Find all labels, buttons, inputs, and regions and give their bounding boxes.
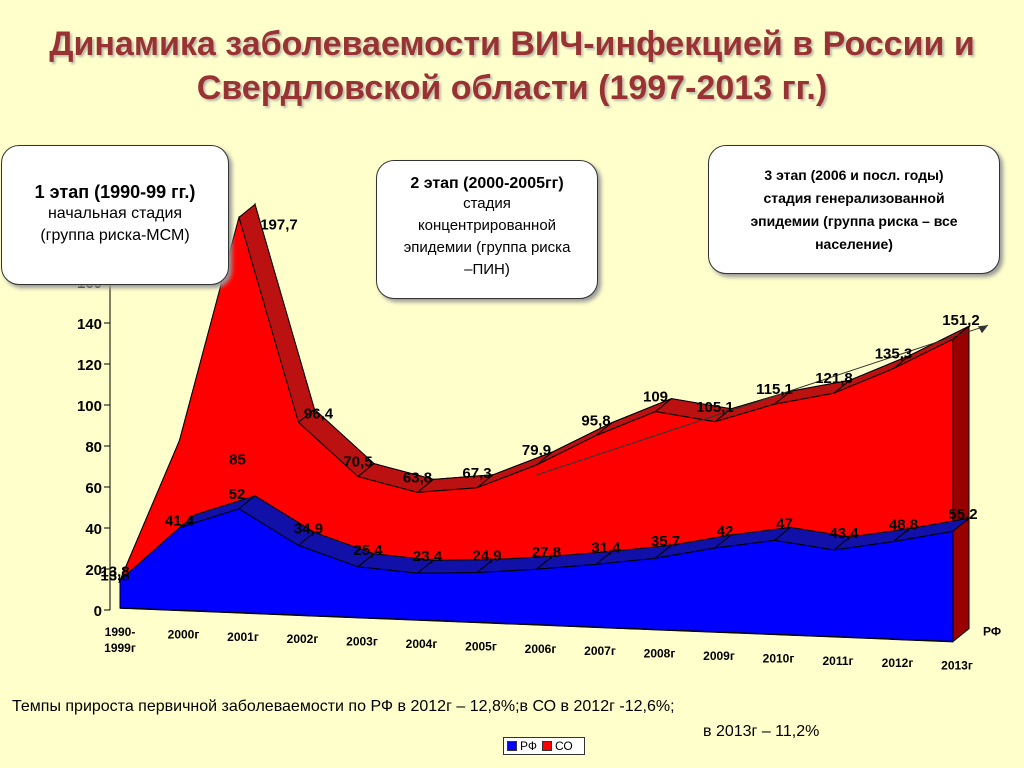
stage2-line1: стадия bbox=[463, 195, 511, 212]
data-label-rf: 55,2 bbox=[948, 506, 977, 523]
depth-axis-label: РФ bbox=[983, 625, 1001, 639]
y-tick-label: 80 bbox=[85, 439, 102, 456]
x-tick-label: 2000г bbox=[168, 627, 200, 641]
y-tick-label: 120 bbox=[77, 357, 102, 374]
legend-label-rf: РФ bbox=[520, 739, 537, 753]
data-label-rf: 31,4 bbox=[591, 539, 621, 556]
x-tick-label: 1990- bbox=[105, 625, 136, 639]
stage3-line1: 3 этап (2006 и посл. годы) bbox=[764, 167, 944, 183]
growth-note-line1: Темпы прироста первичной заболеваемости … bbox=[12, 698, 675, 715]
data-label-so: 151,2 bbox=[942, 312, 980, 329]
data-label-so: 135,3 bbox=[875, 346, 913, 363]
data-label-rf: 52 bbox=[229, 486, 246, 503]
x-tick-label: 1999г bbox=[104, 641, 136, 655]
data-label-so: 63,8 bbox=[403, 469, 432, 486]
stage3-line4: население) bbox=[815, 236, 893, 252]
stage1-heading: 1 этап (1990-99 гг.) bbox=[34, 182, 196, 202]
x-tick-label: 2007г bbox=[584, 644, 616, 658]
legend-label-so: СО bbox=[555, 739, 573, 753]
data-label-rf: 23,4 bbox=[413, 548, 443, 565]
data-label-rf: 48,8 bbox=[889, 517, 918, 534]
stage1-line2: (группа риска-МСМ) bbox=[40, 227, 190, 244]
data-label-so: 109 bbox=[643, 389, 668, 406]
data-label-so: 70,5 bbox=[343, 454, 372, 471]
data-label-rf: 27,8 bbox=[532, 544, 561, 561]
y-tick-label: 140 bbox=[77, 316, 102, 333]
data-label-so: 67,3 bbox=[462, 465, 491, 482]
stage2-line4: –ПИН) bbox=[464, 261, 510, 278]
stage2-heading: 2 этап (2000-2005гг) bbox=[410, 175, 564, 192]
series-so-side bbox=[952, 325, 970, 643]
y-tick-label: 20 bbox=[85, 562, 102, 579]
data-label-rf: 34,9 bbox=[294, 520, 323, 537]
stage1-line1: начальная стадия bbox=[47, 205, 183, 222]
stage1-box: 1 этап (1990-99 гг.) начальная стадия (г… bbox=[1, 145, 229, 285]
x-tick-label: 2002г bbox=[287, 632, 319, 646]
stage2-box: 2 этап (2000-2005гг) стадия концентриров… bbox=[376, 160, 598, 299]
data-label-rf: 47 bbox=[776, 515, 793, 532]
data-label-so: 95,8 bbox=[581, 413, 610, 430]
x-tick-label: 2005г bbox=[465, 639, 497, 653]
data-label-rf: 43,4 bbox=[829, 525, 859, 542]
data-label-so: 115,1 bbox=[756, 381, 793, 398]
growth-note-line2: в 2013г – 11,2% bbox=[703, 723, 820, 740]
x-tick-label: 2010г bbox=[763, 651, 795, 665]
x-tick-label: 2013г bbox=[941, 659, 973, 673]
trend-arrowhead bbox=[978, 325, 988, 334]
page-title: Динамика заболеваемости ВИЧ-инфекцией в … bbox=[49, 25, 975, 107]
floor-edge bbox=[119, 607, 954, 643]
data-label-so: 121,8 bbox=[815, 370, 853, 387]
y-tick-label: 0 bbox=[94, 603, 102, 620]
data-label-rf: 35,7 bbox=[651, 533, 680, 550]
legend-swatch-rf bbox=[507, 741, 517, 751]
x-tick-label: 2006г bbox=[525, 642, 557, 656]
data-label-rf: 41,4 bbox=[165, 513, 195, 530]
stage2-line2: концентрированной bbox=[417, 217, 557, 234]
data-label-so: 197,7 bbox=[260, 216, 298, 233]
stage3-line3: эпидемии (группа риска – все bbox=[750, 213, 958, 229]
stage3-box: 3 этап (2006 и посл. годы) стадия генера… bbox=[708, 145, 1000, 274]
data-label-so: 105,1 bbox=[696, 399, 734, 416]
x-tick-label: 2004г bbox=[406, 637, 438, 651]
x-tick-label: 2003г bbox=[346, 635, 378, 649]
x-tick-label: 2008г bbox=[644, 647, 676, 661]
x-tick-label: 2011г bbox=[822, 654, 853, 668]
data-label-so: 13,8 bbox=[100, 563, 129, 580]
data-label-so: 96,4 bbox=[304, 405, 334, 422]
data-label-rf: 42 bbox=[717, 523, 734, 540]
x-tick-label: 2001г bbox=[227, 630, 259, 644]
data-label-rf: 25,4 bbox=[353, 542, 383, 559]
y-tick-label: 60 bbox=[85, 480, 102, 497]
y-tick-label: 100 bbox=[77, 398, 102, 415]
stage2-line3: эпидемии (группа риска bbox=[403, 239, 571, 256]
x-tick-label: 2012г bbox=[882, 656, 914, 670]
data-label-so: 79,9 bbox=[522, 442, 551, 459]
data-label-rf: 24,9 bbox=[472, 548, 501, 565]
legend: РФ СО bbox=[503, 737, 585, 755]
legend-swatch-so bbox=[542, 741, 552, 751]
x-tick-label: 2009г bbox=[703, 649, 735, 663]
trend-line bbox=[536, 324, 989, 476]
y-tick-label: 40 bbox=[85, 521, 102, 538]
stage3-line2: стадия генерализованной bbox=[763, 190, 945, 206]
data-label-rf: 13,8 bbox=[100, 567, 129, 584]
data-label-so: 85 bbox=[229, 451, 246, 468]
